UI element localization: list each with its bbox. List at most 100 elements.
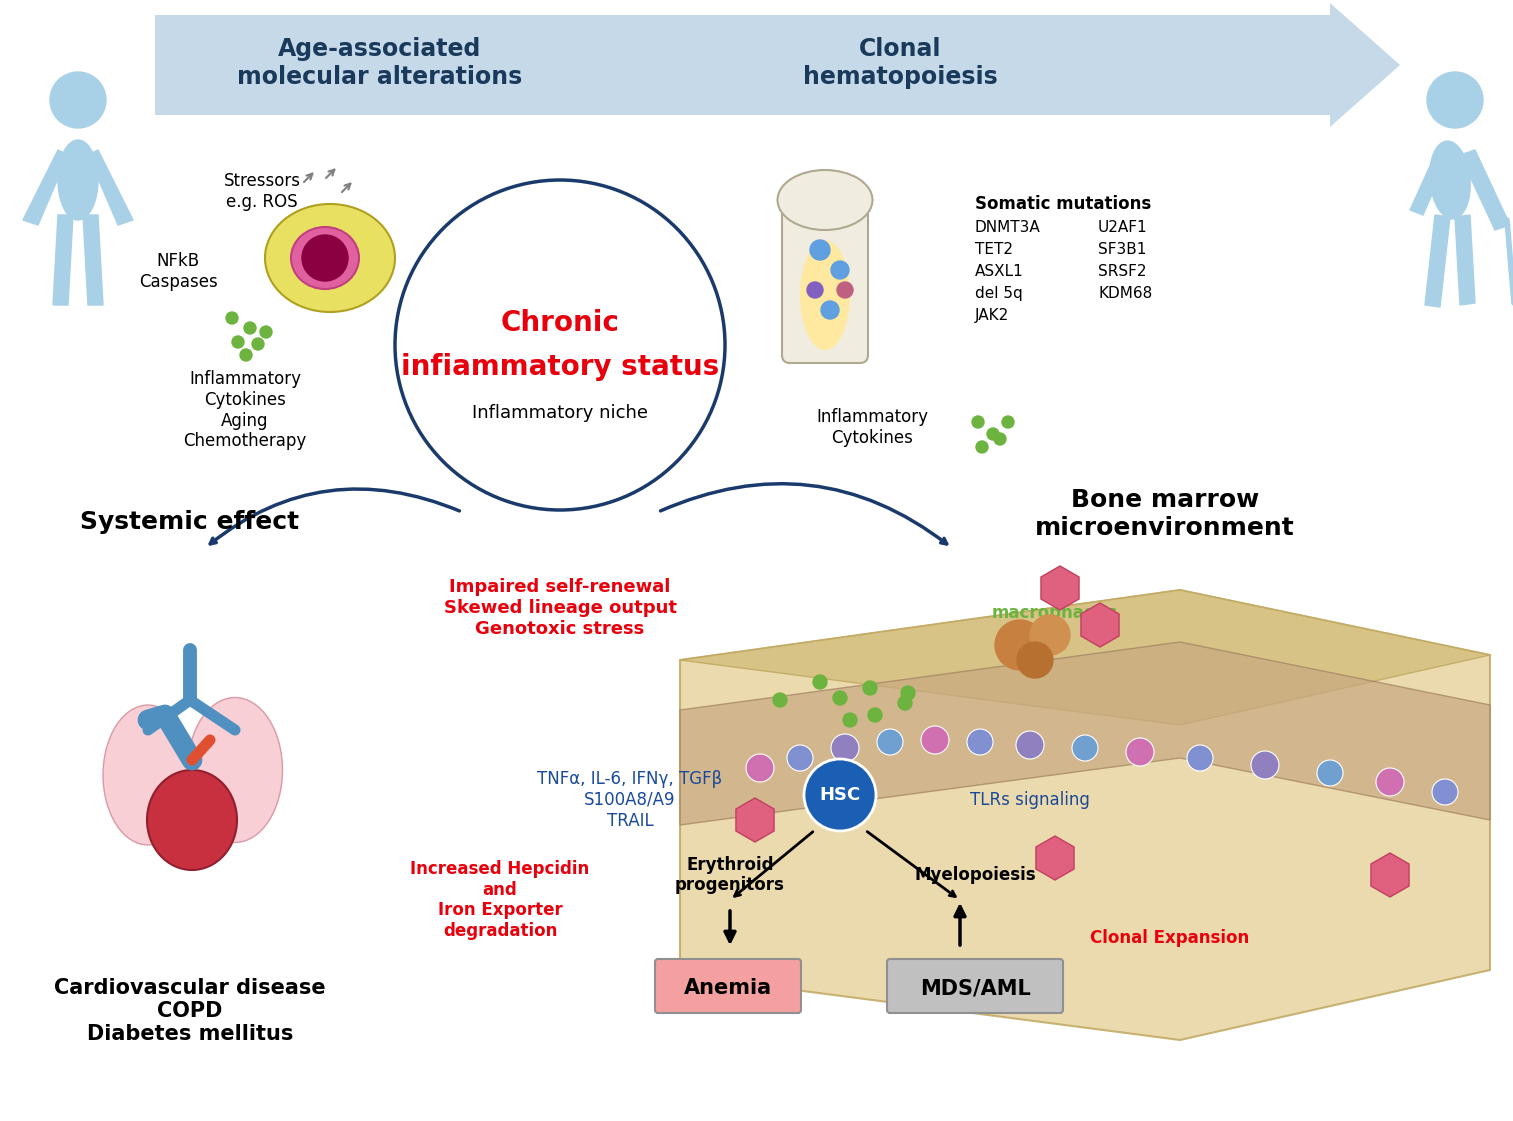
Text: Systemic effect: Systemic effect	[80, 510, 300, 534]
Circle shape	[878, 729, 903, 756]
Circle shape	[1375, 768, 1404, 796]
Text: TET2: TET2	[974, 242, 1014, 257]
Polygon shape	[679, 642, 1490, 825]
Text: Somatic mutations: Somatic mutations	[974, 195, 1151, 213]
Text: del 5q: del 5q	[974, 286, 1023, 302]
Text: Erythroid
progenitors: Erythroid progenitors	[675, 855, 785, 895]
Circle shape	[994, 433, 1006, 445]
Circle shape	[1017, 642, 1053, 678]
Circle shape	[831, 734, 859, 762]
Text: SRSF2: SRSF2	[1098, 265, 1147, 279]
Circle shape	[831, 261, 849, 279]
Text: JAK2: JAK2	[974, 308, 1009, 323]
Text: Increased Hepcidin
and
Iron Exporter
degradation: Increased Hepcidin and Iron Exporter deg…	[410, 860, 590, 941]
Circle shape	[1188, 745, 1213, 771]
Text: Clonal
hematopoiesis: Clonal hematopoiesis	[802, 37, 997, 89]
Text: ASXL1: ASXL1	[974, 265, 1024, 279]
Ellipse shape	[188, 697, 283, 843]
Ellipse shape	[103, 705, 194, 845]
Circle shape	[1251, 751, 1278, 779]
Circle shape	[837, 282, 853, 298]
Text: TNFα, IL-6, IFNγ, TGFβ
S100A8/A9
TRAIL: TNFα, IL-6, IFNγ, TGFβ S100A8/A9 TRAIL	[537, 770, 723, 830]
Ellipse shape	[800, 240, 850, 350]
Circle shape	[803, 759, 876, 831]
FancyBboxPatch shape	[782, 207, 868, 363]
Ellipse shape	[147, 770, 238, 870]
Text: Inflammatory niche: Inflammatory niche	[472, 404, 648, 421]
Text: Cardiovascular disease
COPD
Diabetes mellitus: Cardiovascular disease COPD Diabetes mel…	[54, 978, 325, 1045]
FancyBboxPatch shape	[655, 958, 800, 1013]
Polygon shape	[1460, 150, 1510, 230]
Text: NFkB
Caspases: NFkB Caspases	[139, 252, 218, 290]
FancyBboxPatch shape	[887, 958, 1064, 1013]
Polygon shape	[23, 150, 68, 225]
Circle shape	[834, 691, 847, 705]
Text: infiammatory status: infiammatory status	[401, 353, 719, 381]
Polygon shape	[53, 215, 73, 305]
Circle shape	[921, 726, 949, 754]
Circle shape	[1316, 760, 1344, 786]
Circle shape	[241, 349, 253, 361]
Ellipse shape	[290, 226, 359, 289]
Circle shape	[967, 729, 993, 756]
Circle shape	[50, 72, 106, 128]
Text: TLRs signaling: TLRs signaling	[970, 791, 1089, 809]
Circle shape	[862, 680, 878, 695]
Circle shape	[899, 696, 912, 710]
Ellipse shape	[265, 204, 395, 312]
Polygon shape	[679, 590, 1490, 725]
Circle shape	[812, 675, 828, 689]
Circle shape	[1002, 416, 1014, 428]
Circle shape	[822, 302, 840, 319]
Polygon shape	[679, 590, 1490, 1040]
Circle shape	[231, 336, 244, 348]
Text: Myelopoiesis: Myelopoiesis	[914, 867, 1036, 884]
Circle shape	[1431, 779, 1459, 805]
Circle shape	[244, 322, 256, 334]
Circle shape	[843, 713, 856, 728]
Text: KDM68: KDM68	[1098, 286, 1153, 302]
Text: Age-associated
molecular alterations: Age-associated molecular alterations	[238, 37, 522, 89]
Polygon shape	[88, 150, 133, 225]
Text: Impaired self-renewal
Skewed lineage output
Genotoxic stress: Impaired self-renewal Skewed lineage out…	[443, 578, 676, 638]
Polygon shape	[1425, 215, 1449, 307]
Polygon shape	[1410, 155, 1446, 215]
Circle shape	[773, 693, 787, 707]
Circle shape	[868, 708, 882, 722]
Circle shape	[260, 326, 272, 339]
Text: Inflammatory
Cytokines
Aging
Chemotherapy: Inflammatory Cytokines Aging Chemotherap…	[183, 370, 307, 451]
Circle shape	[902, 686, 915, 700]
Circle shape	[809, 240, 831, 260]
Circle shape	[303, 235, 348, 281]
Circle shape	[976, 441, 988, 453]
Text: Chronic: Chronic	[501, 309, 619, 337]
Text: U2AF1: U2AF1	[1098, 220, 1148, 235]
Circle shape	[1126, 738, 1154, 766]
Polygon shape	[1456, 215, 1475, 305]
Ellipse shape	[57, 140, 98, 220]
Text: Bone marrow
microenvironment: Bone marrow microenvironment	[1035, 488, 1295, 540]
Polygon shape	[154, 3, 1400, 127]
Circle shape	[787, 745, 812, 771]
Circle shape	[996, 620, 1045, 670]
Circle shape	[986, 428, 999, 441]
Circle shape	[1073, 735, 1098, 761]
Circle shape	[225, 312, 238, 324]
Text: Inflammatory
Cytokines: Inflammatory Cytokines	[816, 408, 927, 447]
Circle shape	[1017, 731, 1044, 759]
Text: SF3B1: SF3B1	[1098, 242, 1147, 257]
Polygon shape	[83, 215, 103, 305]
Circle shape	[253, 339, 263, 350]
Text: MDS/AML: MDS/AML	[920, 978, 1030, 998]
Text: Anemia: Anemia	[684, 978, 772, 998]
Circle shape	[806, 282, 823, 298]
Text: macrophages: macrophages	[993, 604, 1118, 622]
Text: DNMT3A: DNMT3A	[974, 220, 1041, 235]
Text: Clonal Expansion: Clonal Expansion	[1091, 929, 1250, 947]
Circle shape	[1427, 72, 1483, 128]
Ellipse shape	[778, 170, 873, 230]
Text: Stressors
e.g. ROS: Stressors e.g. ROS	[224, 172, 301, 211]
Circle shape	[971, 416, 983, 428]
Ellipse shape	[1430, 141, 1471, 219]
Text: HSC: HSC	[820, 786, 861, 804]
